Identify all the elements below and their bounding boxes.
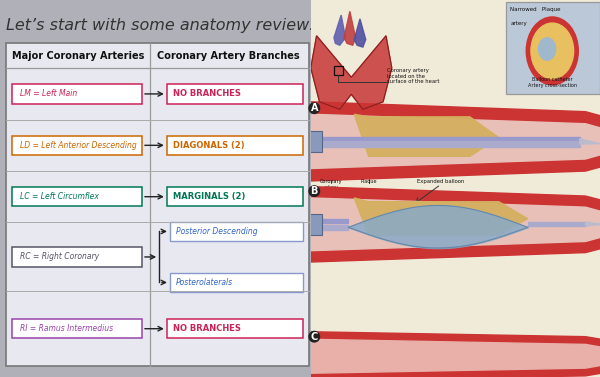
Polygon shape bbox=[311, 36, 392, 109]
Polygon shape bbox=[311, 339, 600, 373]
Polygon shape bbox=[580, 139, 600, 144]
Text: NO BRANCHES: NO BRANCHES bbox=[173, 89, 241, 98]
FancyBboxPatch shape bbox=[12, 136, 142, 155]
Polygon shape bbox=[322, 141, 580, 147]
Circle shape bbox=[526, 17, 578, 85]
FancyBboxPatch shape bbox=[12, 187, 142, 207]
Text: Balloon catheter
Artery cross-section: Balloon catheter Artery cross-section bbox=[528, 77, 577, 88]
Text: Coronary Artery Branches: Coronary Artery Branches bbox=[157, 51, 300, 61]
Text: RC = Right Coronary: RC = Right Coronary bbox=[20, 253, 99, 261]
Text: artery: artery bbox=[511, 21, 527, 26]
Text: Narrowed   Plaque: Narrowed Plaque bbox=[511, 7, 561, 12]
Polygon shape bbox=[586, 222, 600, 226]
Polygon shape bbox=[354, 198, 528, 235]
Circle shape bbox=[531, 23, 574, 79]
Polygon shape bbox=[311, 332, 600, 377]
Polygon shape bbox=[354, 114, 499, 156]
Text: LM = Left Main: LM = Left Main bbox=[20, 89, 77, 98]
Text: LC = Left Circumflex: LC = Left Circumflex bbox=[20, 192, 99, 201]
FancyBboxPatch shape bbox=[506, 2, 600, 94]
Polygon shape bbox=[311, 102, 600, 181]
FancyBboxPatch shape bbox=[310, 131, 322, 152]
FancyBboxPatch shape bbox=[170, 273, 303, 292]
Polygon shape bbox=[344, 11, 356, 45]
FancyBboxPatch shape bbox=[167, 187, 303, 207]
FancyBboxPatch shape bbox=[310, 214, 322, 235]
Text: Catheters: Catheters bbox=[319, 205, 346, 210]
Text: Posterolaterals: Posterolaterals bbox=[176, 278, 233, 287]
FancyBboxPatch shape bbox=[12, 84, 142, 104]
Text: Posterior Descending: Posterior Descending bbox=[176, 227, 257, 236]
Polygon shape bbox=[322, 225, 349, 230]
Text: Plaque: Plaque bbox=[361, 179, 377, 184]
Polygon shape bbox=[311, 198, 600, 251]
Polygon shape bbox=[322, 137, 580, 141]
FancyBboxPatch shape bbox=[167, 84, 303, 104]
Text: Expanded balloon: Expanded balloon bbox=[418, 179, 464, 184]
Polygon shape bbox=[311, 187, 600, 262]
FancyBboxPatch shape bbox=[167, 136, 303, 155]
Text: DIAGONALS (2): DIAGONALS (2) bbox=[173, 141, 245, 150]
Polygon shape bbox=[354, 19, 366, 47]
Text: MARGINALS (2): MARGINALS (2) bbox=[173, 192, 245, 201]
Polygon shape bbox=[528, 222, 586, 226]
Polygon shape bbox=[311, 114, 600, 169]
Text: C: C bbox=[311, 332, 318, 342]
Text: Major Coronary Arteries: Major Coronary Arteries bbox=[11, 51, 144, 61]
FancyBboxPatch shape bbox=[167, 319, 303, 339]
Text: RI = Ramus Intermedius: RI = Ramus Intermedius bbox=[20, 324, 113, 333]
Text: NO BRANCHES: NO BRANCHES bbox=[173, 324, 241, 333]
FancyBboxPatch shape bbox=[12, 247, 142, 267]
FancyBboxPatch shape bbox=[12, 319, 142, 339]
FancyBboxPatch shape bbox=[311, 0, 600, 377]
FancyBboxPatch shape bbox=[170, 222, 303, 241]
Text: Coronary
artery: Coronary artery bbox=[320, 179, 342, 190]
Text: A: A bbox=[311, 103, 318, 113]
Polygon shape bbox=[334, 15, 346, 45]
Circle shape bbox=[538, 38, 556, 60]
FancyBboxPatch shape bbox=[6, 43, 309, 366]
Text: B: B bbox=[311, 186, 318, 196]
Text: Let’s start with some anatomy review:: Let’s start with some anatomy review: bbox=[6, 18, 315, 33]
Text: LD = Left Anterior Descending: LD = Left Anterior Descending bbox=[20, 141, 137, 150]
Polygon shape bbox=[322, 219, 349, 223]
Text: Coronary artery
located on the
surface of the heart: Coronary artery located on the surface o… bbox=[388, 68, 440, 84]
